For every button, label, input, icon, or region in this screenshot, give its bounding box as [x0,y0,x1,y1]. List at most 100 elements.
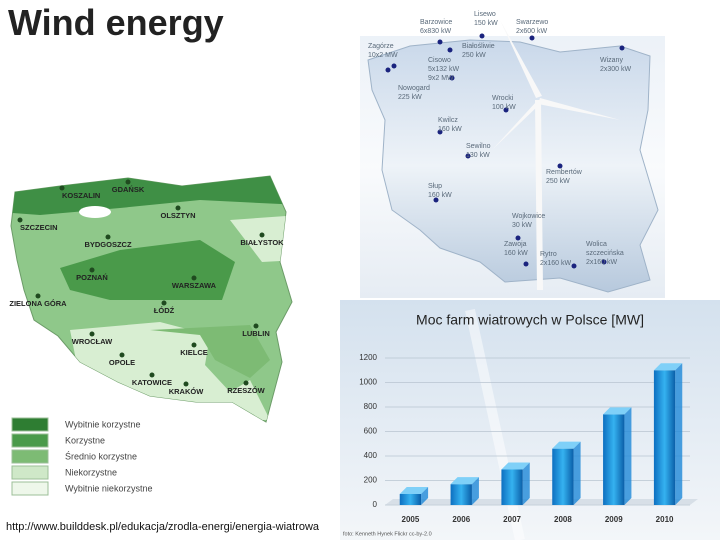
site-dot [523,261,529,267]
site-map [360,20,665,298]
bar-side [624,407,632,505]
site-dot [529,35,535,41]
site-label: Swarzewo [516,19,548,26]
city-label: KRAKÓW [169,387,204,396]
x-tick-label: 2008 [554,515,572,524]
city-dot [105,234,111,240]
site-label: Sewilno [466,143,491,150]
city-label: WARSZAWA [172,281,217,290]
bar-top [501,462,530,470]
slide-title: Wind energy [8,2,224,43]
site-label: 2x160 kW [586,259,618,266]
site-dot [449,75,455,81]
site-label: 150 kW [474,20,498,27]
city-label: GDAŃSK [112,185,145,194]
bar [603,414,625,505]
chart-floor [385,499,698,505]
site-label: 2x300 kW [600,66,632,73]
city-label: ZIELONA GÓRA [9,299,67,308]
site-label: Wolica [586,241,607,248]
site-label: 6x830 kW [420,28,452,35]
site-label: Cisowo [428,57,451,64]
photo-credit: foto: Kenneth Hynek Flickr cc-by-2.0 [343,531,432,537]
x-tick-label: 2006 [452,515,470,524]
city-label: OPOLE [109,358,135,367]
city-dot [175,205,181,211]
site-dot [571,263,577,269]
city-label: BIAŁYSTOK [240,238,284,247]
legend-label: Niekorzystne [65,467,117,477]
site-label: Wojkowice [512,213,545,220]
city-dot [59,185,65,191]
site-label: 160 kW [504,250,528,257]
bar [653,370,676,505]
city-dot [89,331,95,337]
city-label: POZNAŃ [76,273,108,282]
city-label: WROCŁAW [72,337,113,346]
city-label: KOSZALIN [62,191,100,200]
city-dot [191,342,197,348]
site-label: 2x160 kW [540,260,572,267]
bar-side [421,486,429,505]
site-label: Słup [428,183,442,190]
site-label: Rembertów [546,169,583,176]
site-label: Zagórze [368,43,394,50]
site-dot [515,235,521,241]
site-label: 5x132 kW [428,66,460,73]
site-dot [503,107,509,113]
site-label: 30 kW [512,222,532,229]
city-label: KIELCE [180,348,208,357]
legend-swatch [11,449,49,464]
city-dot [253,323,259,329]
legend-swatch [11,465,49,480]
site-label: 9x2 MW [428,75,454,82]
site-label: 250 kW [546,178,570,185]
city-dot [191,275,197,281]
legend-label: Średnio korzystne [65,450,137,461]
legend-swatch [11,417,49,432]
site-label: Wrocki [492,95,514,102]
y-tick-label: 800 [364,402,378,411]
y-tick-label: 0 [373,500,378,509]
site-label: Nowogard [398,85,430,92]
site-label: Wizany [600,57,623,64]
legend-label: Korzystne [65,435,105,445]
bar [501,469,523,505]
x-tick-label: 2010 [656,515,674,524]
city-dot [259,232,265,238]
bar-top [603,407,632,415]
bar-side [522,462,530,505]
site-dot [601,259,607,265]
site-dot [385,67,391,73]
city-label: OLSZTYN [161,211,196,220]
bar [552,448,574,505]
city-dot [183,381,189,387]
site-dot [437,39,443,45]
legend-label: Wybitnie niekorzystne [65,483,152,493]
bar-side [573,441,581,505]
city-label: ŁÓDŹ [154,306,175,315]
site-label: Białośliwie [462,43,495,50]
site-label: Zawoja [504,241,527,248]
site-dot [479,33,485,39]
city-label: SZCZECIN [20,223,58,232]
site-label: 160 kW [428,192,452,199]
city-label: BYDGOSZCZ [84,240,132,249]
site-dot [391,63,397,69]
site-label: 2x600 kW [516,28,548,35]
city-dot [161,300,167,306]
site-label: 250 kW [462,52,486,59]
site-label: szczecińska [586,250,624,257]
city-dot [119,352,125,358]
city-dot [89,267,95,273]
x-tick-label: 2005 [402,515,420,524]
site-label: 10x2 MW [368,52,398,59]
legend-swatch [11,433,49,448]
site-label: Rytro [540,251,557,258]
city-label: RZESZÓW [227,386,265,395]
site-dot [465,153,471,159]
y-tick-label: 600 [364,427,378,436]
city-dot [125,179,131,185]
zone-map [10,175,293,423]
